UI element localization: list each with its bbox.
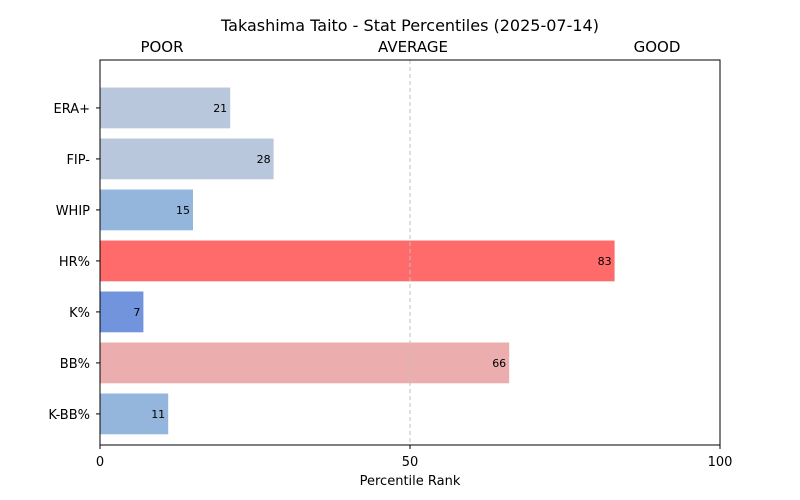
bar-value-kpct: 7 (133, 306, 140, 319)
bar-value-bbpct: 66 (492, 357, 506, 370)
y-tick-label-k-bbpct: K-BB% (48, 408, 90, 423)
y-tick-label-fip: FIP- (66, 153, 90, 168)
band-label-good: GOOD (634, 38, 681, 56)
bars-layer: 21 28 15 83 7 66 11 (100, 87, 615, 435)
bar-hrpct (100, 240, 615, 282)
bar-value-whip: 15 (176, 204, 190, 217)
bar-eraplus (100, 87, 231, 129)
y-tick-label-whip: WHIP (56, 204, 90, 219)
bar-value-eraplus: 21 (213, 102, 227, 115)
band-label-poor: POOR (140, 38, 183, 56)
y-tick-label-hrpct: HR% (59, 255, 90, 270)
bar-bbpct (100, 342, 510, 384)
chart-title: Takashima Taito - Stat Percentiles (2025… (220, 16, 599, 35)
y-tick-label-eraplus: ERA+ (53, 102, 90, 117)
band-label-average: AVERAGE (378, 38, 448, 56)
x-tick-label-100: 100 (708, 455, 733, 470)
bar-whip (100, 189, 193, 231)
bar-fip (100, 138, 274, 180)
bar-kpct (100, 291, 144, 333)
x-tick-label-0: 0 (96, 455, 104, 470)
bar-value-hrpct: 83 (598, 255, 612, 268)
bar-k-bbpct (100, 393, 169, 435)
y-tick-label-bbpct: BB% (60, 357, 90, 372)
bar-value-k-bbpct: 11 (151, 408, 165, 421)
y-tick-label-kpct: K% (69, 306, 90, 321)
bar-value-fip: 28 (257, 153, 271, 166)
x-axis-label: Percentile Rank (360, 474, 461, 489)
ticks-layer: ERA+ FIP- WHIP HR% K% BB% K-BB% 0 50 100 (48, 102, 732, 470)
x-tick-label-50: 50 (402, 455, 419, 470)
